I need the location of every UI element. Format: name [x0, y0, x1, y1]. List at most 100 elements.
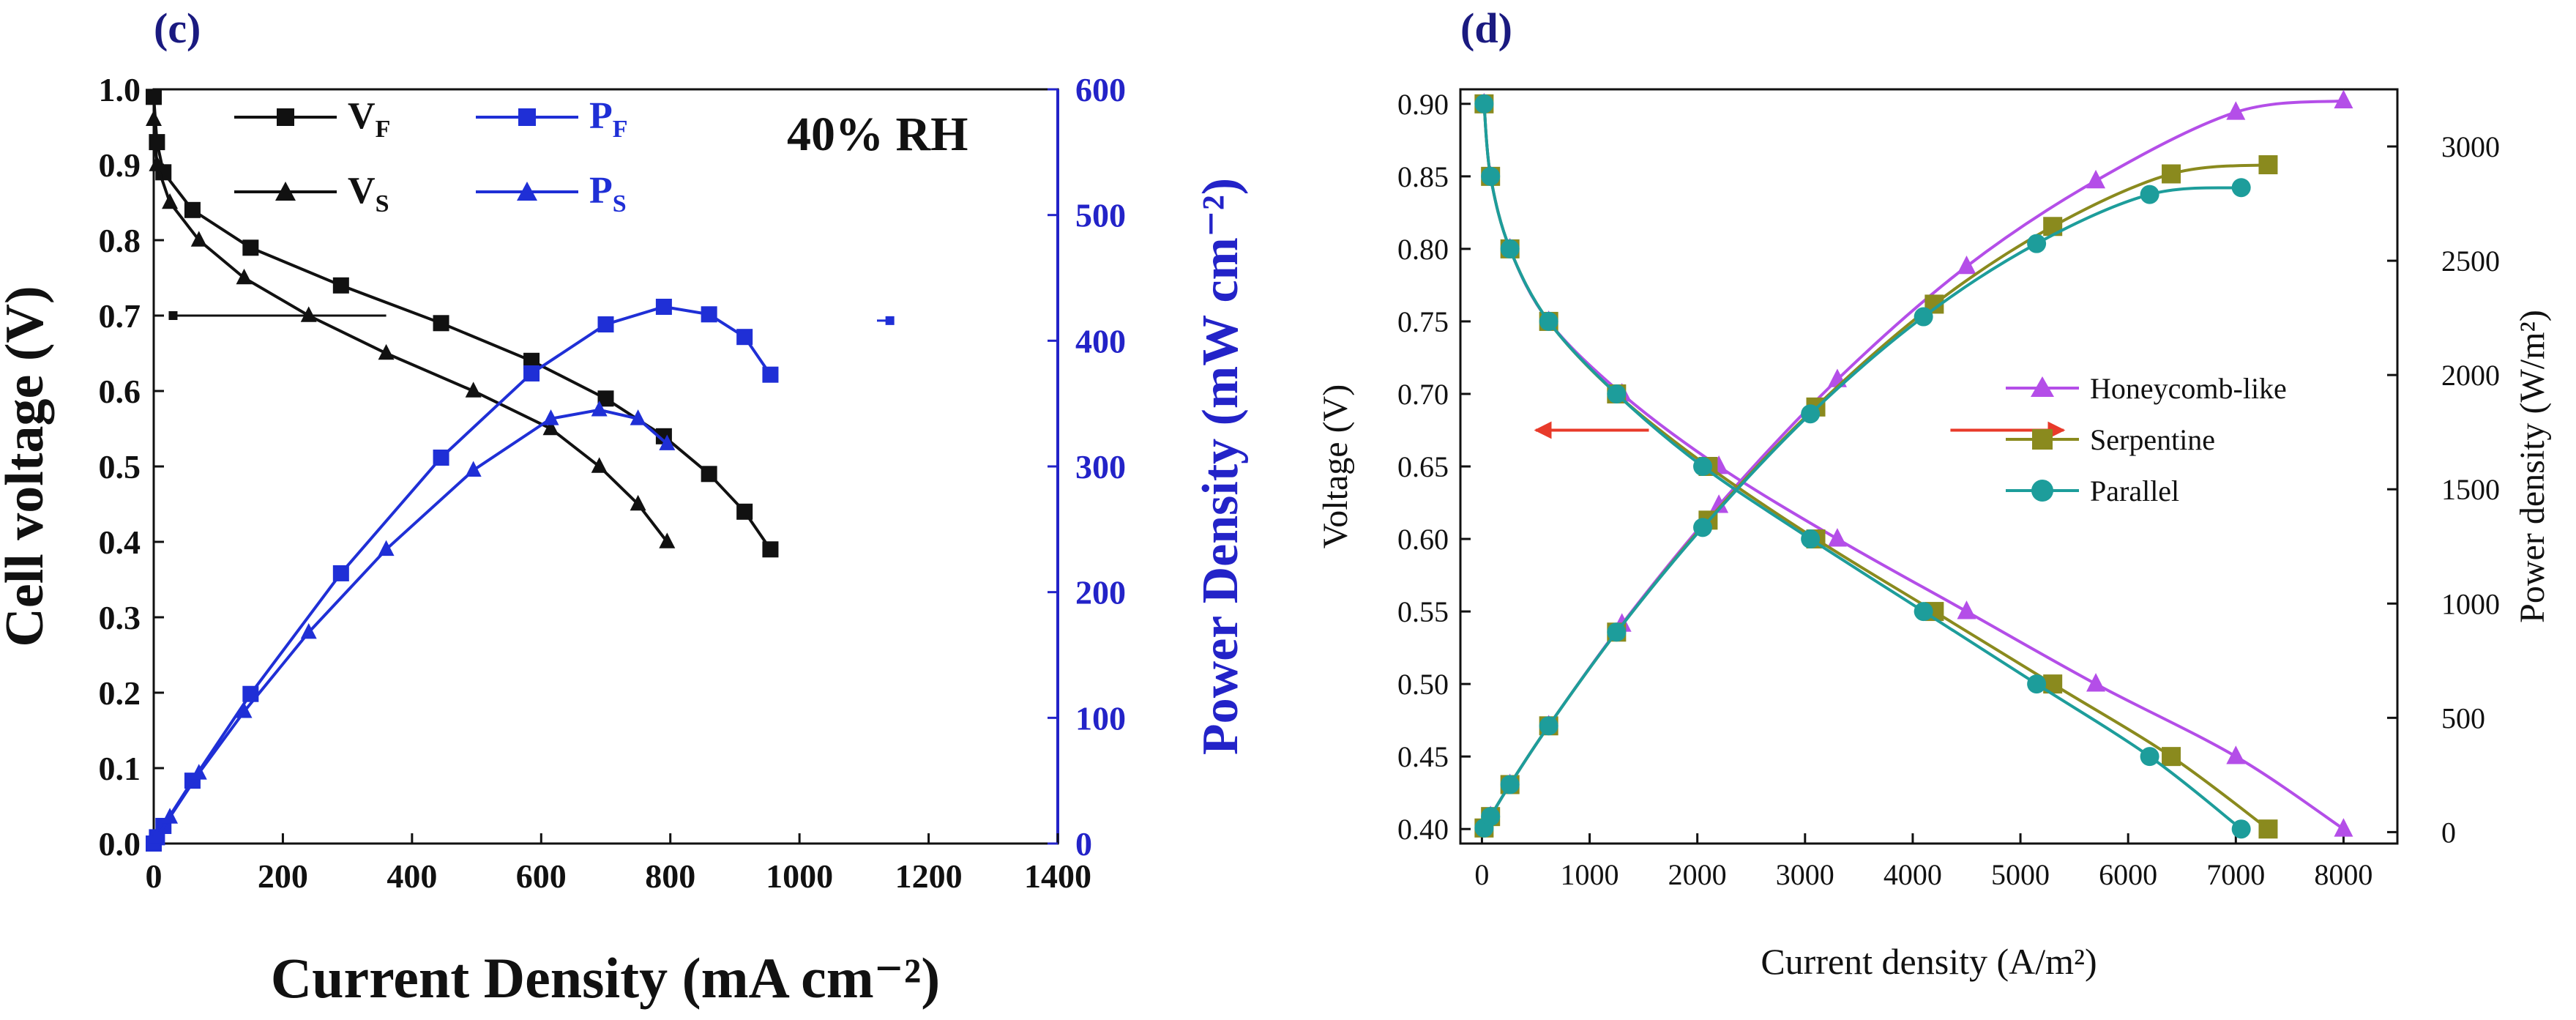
- chart-panel-c: (c) 0 200 400 600 800 1000 1200 1400 0.00.10.20…: [0, 4, 1249, 1010]
- data-point-vf: [184, 201, 201, 218]
- voltage-point-parallel: [2140, 747, 2159, 767]
- voltage-point-parallel: [2231, 819, 2251, 839]
- data-point-ps: [659, 434, 676, 450]
- data-point-vs: [146, 110, 162, 126]
- y-right-tick-label: 500: [2441, 701, 2485, 734]
- x-tick-label: 4000: [1884, 858, 1942, 891]
- power-point-parallel: [1481, 807, 1501, 827]
- y-left-axis-ticks-c: 0.0 0.1 0.2 0.3 0.4 0.5 0.6 0.7 0.8 0.9 1.0: [99, 71, 164, 863]
- x-tick-label: 1000: [766, 857, 833, 895]
- data-point-vf: [597, 390, 614, 407]
- legend-item-serpentine: Serpentine: [2006, 423, 2215, 456]
- data-point-pf: [597, 316, 614, 333]
- y-left-tick-label: 0.6: [99, 373, 141, 410]
- svg-text:Honeycomb-like: Honeycomb-like: [2090, 372, 2287, 405]
- x-axis-title-c: Current Density (mA cm⁻²): [271, 946, 940, 1010]
- x-tick-label: 2000: [1668, 858, 1727, 891]
- svg-text:Serpentine: Serpentine: [2090, 423, 2215, 456]
- power-point-honeycomb-like: [2086, 169, 2106, 189]
- power-point-serpentine: [2162, 164, 2181, 184]
- y-right-tick-label: 300: [1075, 448, 1126, 485]
- data-point-pf: [523, 365, 540, 381]
- voltage-point-parallel: [1914, 602, 1933, 622]
- x-tick-label: 0: [146, 857, 163, 895]
- y-left-tick-label: 0.60: [1397, 523, 1449, 556]
- y-left-tick-label: 0.80: [1397, 233, 1449, 266]
- data-point-vf: [433, 315, 449, 332]
- panel-label-d: (d): [1460, 4, 1512, 52]
- data-point-pf: [701, 306, 717, 323]
- y-right-tick-label: 2000: [2441, 359, 2500, 392]
- voltage-point-honeycomb-like: [1957, 600, 1976, 619]
- y-right-tick-label: 0: [2441, 816, 2456, 849]
- voltage-point-serpentine: [2162, 747, 2181, 767]
- voltage-point-parallel: [1500, 239, 1520, 258]
- x-tick-label: 3000: [1776, 858, 1834, 891]
- legend-item-ps: PS: [476, 170, 627, 217]
- y-right-axis-ticks-d: 0 500 1000 1500 2000 2500 3000: [2387, 130, 2500, 849]
- y-right-tick-label: 200: [1075, 574, 1126, 611]
- data-point-vs: [190, 231, 207, 247]
- x-tick-label: 7000: [2206, 858, 2265, 891]
- data-point-vs: [591, 457, 608, 473]
- voltage-point-parallel: [1693, 457, 1713, 476]
- power-point-parallel: [1801, 404, 1821, 424]
- data-point-ps: [162, 808, 179, 824]
- y-right-tick-label: 1000: [2441, 587, 2500, 620]
- data-point-pf: [736, 329, 753, 346]
- y-right-tick-label: 2500: [2441, 245, 2500, 278]
- data-point-vs: [300, 306, 317, 322]
- voltage-curve-serpentine: [1482, 103, 2269, 830]
- svg-text:VF: VF: [348, 95, 390, 143]
- power-point-serpentine: [2258, 155, 2278, 174]
- y-right-tick-label: 3000: [2441, 130, 2500, 163]
- data-point-vs: [378, 343, 395, 360]
- power-point-parallel: [1607, 622, 1627, 642]
- y-right-tick-label: 400: [1075, 322, 1126, 360]
- svg-text:Parallel: Parallel: [2090, 474, 2179, 507]
- data-point-vf: [146, 89, 162, 105]
- data-point-vf: [332, 277, 349, 294]
- data-point-ps: [190, 764, 207, 780]
- power-curve-honeycomb-like: [1482, 99, 2344, 829]
- power-point-parallel: [1914, 307, 1933, 327]
- y-left-tick-label: 0.45: [1397, 740, 1449, 773]
- guide-end-marker: [168, 311, 178, 320]
- legend-item-parallel: Parallel: [2006, 474, 2179, 507]
- data-point-vf: [762, 541, 779, 558]
- y-left-tick-label: 0.40: [1397, 813, 1449, 846]
- x-axis-ticks-d: 0 1000 2000 3000 4000 5000 6000 7000 8000: [1474, 833, 2372, 891]
- data-point-ps: [465, 461, 482, 477]
- y-right-tick-label: 1500: [2441, 473, 2500, 506]
- y-left-tick-label: 0.0: [99, 825, 141, 863]
- y-left-tick-label: 0.70: [1397, 378, 1449, 411]
- plot-frame-d: [1459, 88, 2399, 845]
- data-point-vf: [701, 466, 717, 483]
- power-point-honeycomb-like: [2226, 101, 2246, 120]
- power-point-honeycomb-like: [1709, 494, 1729, 513]
- data-point-vf: [149, 134, 165, 151]
- y-right-tick-label: 500: [1075, 197, 1126, 234]
- y-right-axis-title-d: Power density (W/m²): [2513, 310, 2552, 623]
- voltage-point-parallel: [1481, 166, 1501, 186]
- voltage-point-parallel: [1539, 311, 1558, 331]
- voltage-point-parallel: [2027, 674, 2047, 694]
- data-point-pf: [242, 685, 259, 702]
- voltage-point-honeycomb-like: [2086, 673, 2106, 692]
- voltage-point-parallel: [1474, 94, 1494, 113]
- data-point-ps: [630, 409, 646, 425]
- voltage-point-honeycomb-like: [2226, 745, 2246, 764]
- y-left-tick-label: 0.7: [99, 297, 141, 335]
- x-tick-label: 1400: [1024, 857, 1091, 895]
- data-point-vs: [659, 532, 676, 548]
- data-point-ps: [149, 827, 165, 844]
- x-axis-ticks-c: 0 200 400 600 800 1000 1200 1400: [146, 833, 1091, 895]
- power-point-parallel: [2140, 185, 2159, 204]
- x-tick-label: 200: [258, 857, 308, 895]
- power-point-parallel: [1539, 716, 1558, 736]
- y-right-tick-label: 0: [1075, 825, 1092, 863]
- data-point-ps: [300, 622, 317, 639]
- y-right-axis-ticks-c: 0 100 200 300 400 500 600: [1048, 71, 1126, 863]
- legend-item-honeycomb: Honeycomb-like: [2006, 372, 2287, 405]
